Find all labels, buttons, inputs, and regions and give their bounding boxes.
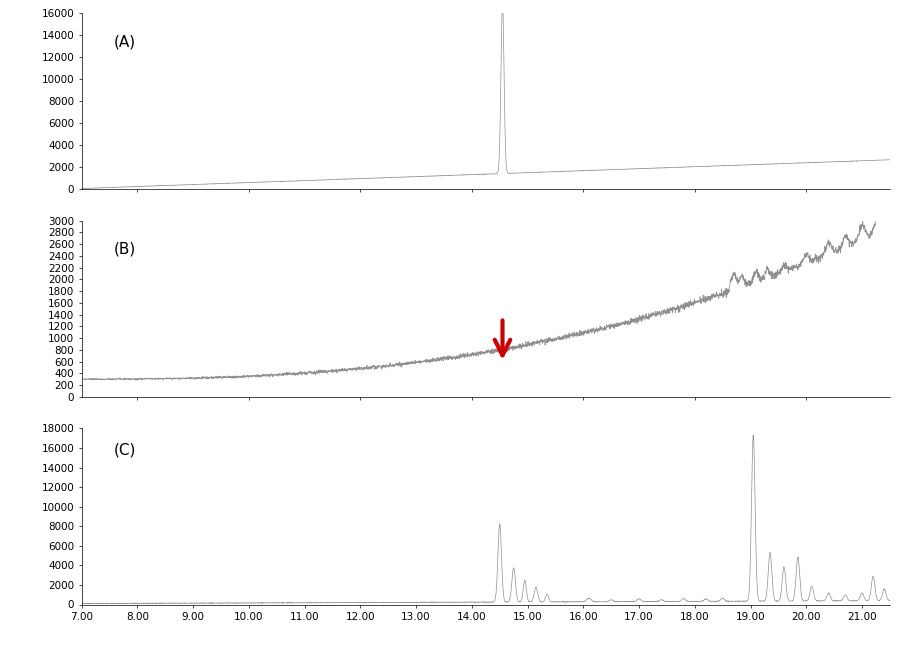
Text: (C): (C)	[114, 443, 136, 458]
Text: (A): (A)	[114, 34, 136, 49]
Text: (B): (B)	[114, 242, 136, 257]
